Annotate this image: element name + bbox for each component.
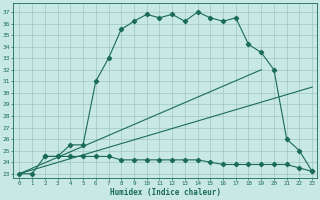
X-axis label: Humidex (Indice chaleur): Humidex (Indice chaleur): [110, 188, 220, 197]
